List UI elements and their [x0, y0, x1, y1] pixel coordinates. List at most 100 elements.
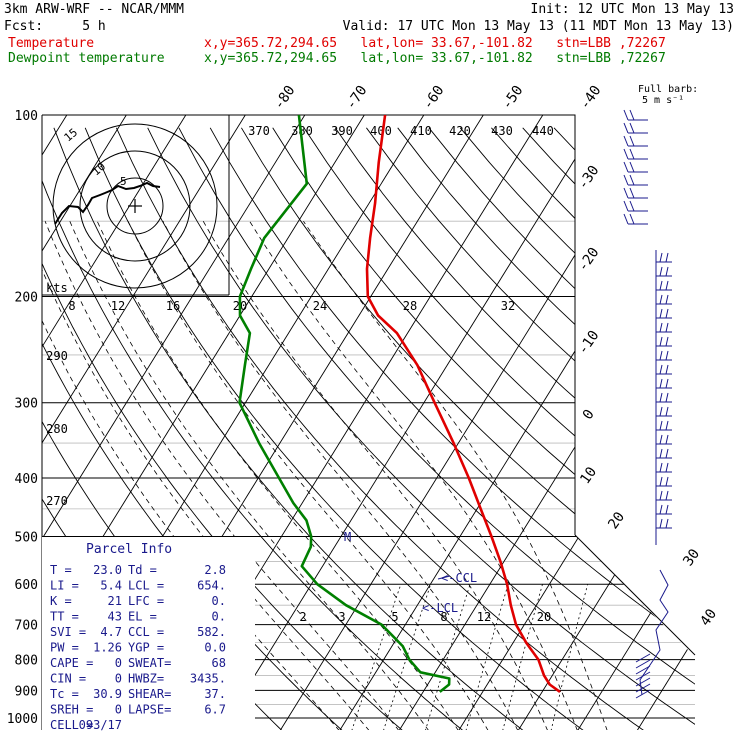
isotherm--130	[0, 102, 16, 731]
hodograph-trace	[54, 181, 161, 225]
parcel-key: LCL =	[128, 579, 164, 593]
wind-barb	[635, 671, 651, 681]
wind-barb-flag	[659, 406, 663, 417]
parcel-key: CCL =	[128, 625, 164, 639]
temperature-legend: Temperature	[8, 36, 95, 51]
frame-diagonal	[574, 534, 696, 656]
mixing-ratio-label: 8	[68, 299, 75, 313]
dry-adiabat-370	[303, 127, 695, 730]
wind-barb-flag	[659, 336, 663, 347]
parcel-value: 093/17	[79, 718, 122, 732]
wind-barb-flag	[629, 122, 635, 134]
dry-adiabat-460	[584, 127, 695, 730]
parcel-key: SWEAT=	[128, 656, 171, 670]
theta-label: 390	[331, 124, 353, 138]
theta-label: 270	[46, 494, 68, 508]
moist-adiabat-0	[44, 221, 400, 730]
parcel-key: LFC =	[128, 594, 164, 608]
wind-barb-flag	[629, 174, 635, 186]
isotherm-label: -60	[420, 83, 448, 113]
wind-barb-flag	[623, 161, 629, 173]
parcel-value: 654.	[197, 579, 226, 593]
temperature-line	[365, 115, 561, 693]
wind-barb	[635, 665, 651, 675]
parcel-title: Parcel Info	[86, 542, 172, 557]
parcel-value: 37.	[204, 687, 226, 701]
parcel-value: 5.4	[100, 579, 122, 593]
wind-barb-flag	[659, 420, 663, 431]
pressure-label-800: 800	[15, 654, 38, 669]
parcel-value: 1.26	[93, 641, 122, 655]
wind-barb-flag	[659, 504, 663, 515]
hodo-ring-2	[79, 150, 191, 262]
dry-adiabat-340	[209, 127, 695, 730]
isotherm-20	[517, 115, 695, 730]
isotherm-label: -50	[499, 83, 527, 113]
parcel-key: SHEAR=	[128, 687, 171, 701]
dry-adiabat-290	[53, 127, 524, 730]
wind-barb-flag	[623, 109, 629, 121]
wind-barb-flag	[659, 448, 663, 459]
hodograph-units: kts	[46, 281, 68, 295]
wind-barb-flag	[659, 518, 663, 529]
wind-barb-flag	[659, 322, 663, 333]
wind-barb-flag	[665, 364, 669, 375]
pressure-label-200: 200	[15, 291, 38, 306]
mixing-ratio-2	[351, 584, 402, 730]
wind-barb-flag	[623, 187, 629, 199]
wind-barb-flag	[665, 476, 669, 487]
hodo-ring-label: 15	[62, 126, 81, 144]
dewpoint-legend: Dewpoint temperature	[8, 51, 165, 66]
wind-barb-flag	[629, 213, 635, 225]
isotherm-label: -30	[575, 163, 603, 193]
mixing-ratio-label: 12	[477, 610, 491, 624]
hodo-ring-1	[106, 177, 164, 235]
wind-barb-flag	[623, 122, 629, 134]
parcel-box	[42, 537, 255, 730]
dry-adiabat-360	[272, 127, 695, 730]
parcel-key: YGP =	[128, 641, 164, 655]
parcel-value: 68	[212, 656, 226, 670]
wind-barb-flag	[659, 294, 663, 305]
dry-adiabat-400	[397, 127, 695, 730]
isotherm-label: 20	[605, 509, 628, 532]
parcel-key: Td =	[128, 563, 157, 577]
wind-barb	[635, 689, 651, 699]
wind-barb-flag	[623, 135, 629, 147]
wind-barb-flag	[659, 252, 663, 263]
parcel-key: HWBZ=	[128, 672, 164, 686]
parcel-value: 582.	[197, 625, 226, 639]
wind-barb	[635, 683, 651, 693]
parcel-key: SREH =	[50, 703, 93, 717]
parcel-key: EL =	[128, 610, 157, 624]
wind-barb-flag	[665, 266, 669, 277]
mixing-ratio-label: 3	[338, 610, 345, 624]
isotherm-label: 40	[697, 606, 720, 629]
wind-barb-flag	[629, 187, 635, 199]
wind-barb-flag	[629, 135, 635, 147]
moist-adiabat-10	[96, 221, 459, 730]
wind-barb-flag	[665, 490, 669, 501]
wind-barb-flag	[665, 378, 669, 389]
parcel-value: 0	[115, 656, 122, 670]
parcel-key: CIN =	[50, 672, 86, 686]
parcel-key: LAPSE=	[128, 703, 171, 717]
barb-legend-unit: 5 m s⁻¹	[642, 95, 684, 106]
isotherm-50	[697, 102, 740, 731]
wind-barb-flag	[623, 200, 629, 212]
pressure-label-300: 300	[15, 397, 38, 412]
wind-barb-flag	[623, 148, 629, 160]
pressure-label-500: 500	[15, 530, 38, 545]
temperature-location: x,y=365.72,294.65 lat,lon= 33.67,-101.82…	[204, 36, 666, 51]
isotherm-label: -10	[575, 328, 603, 358]
hodograph: 5 10 15	[42, 114, 230, 296]
pressure-label-600: 600	[15, 578, 38, 593]
hodo-ring-3	[52, 123, 218, 289]
dry-adiabat-390	[366, 127, 695, 730]
wind-barb-flag	[659, 392, 663, 403]
wind-barb-flag	[665, 336, 669, 347]
parcel-key: K =	[50, 594, 72, 608]
wind-barb-flag	[629, 109, 635, 121]
isotherm-label: -70	[343, 83, 371, 113]
parcel-info: Parcel Info T = 23.0 Td = 2.8 LI = 5.4 LCL = 654…	[42, 537, 255, 732]
